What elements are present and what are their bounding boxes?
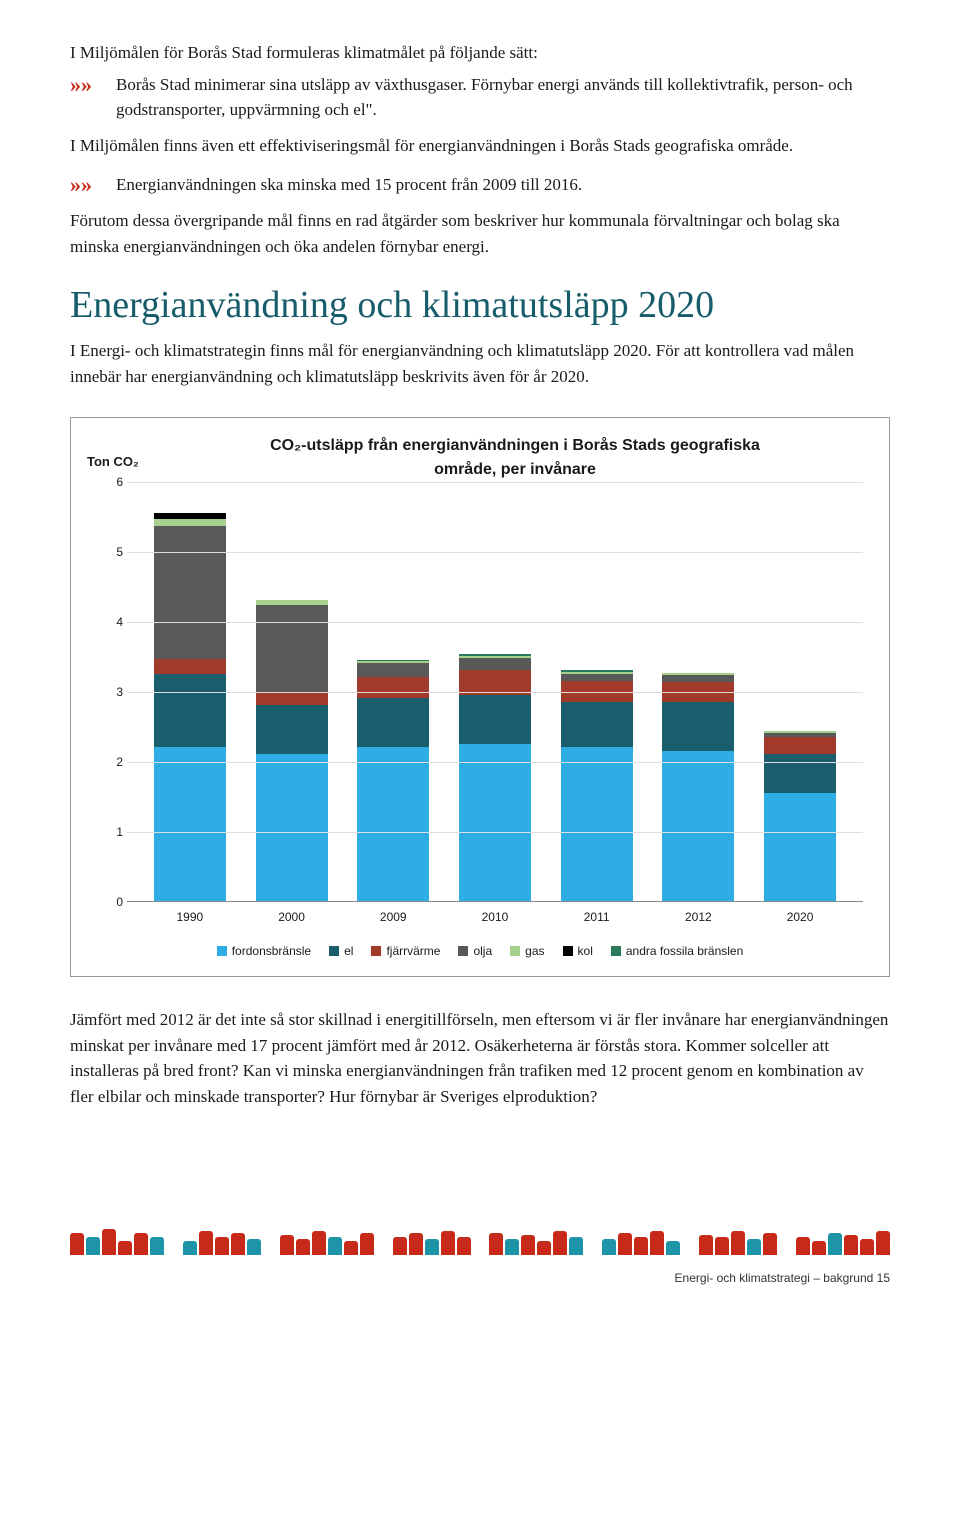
legend-item: gas [510,942,544,960]
bullet-item-1: »» Borås Stad minimerar sina utsläpp av … [70,72,890,123]
bullet-text-2: Energianvändningen ska minska med 15 pro… [116,172,890,198]
chart-x-tick: 2020 [764,908,836,926]
chart-bar [764,731,836,901]
chart-y-tick: 0 [99,893,123,911]
legend-item: kol [563,942,593,960]
chart-y-tick: 5 [99,543,123,561]
chart-x-tick: 2012 [662,908,734,926]
chart-x-axis-labels: 1990 2000 2009 2010 2011 2012 2020 [127,902,863,926]
co2-chart: Ton CO₂ CO₂-utsläpp från energianvändnin… [70,417,890,977]
legend-item: olja [458,942,492,960]
chart-plot-area: 0123456 [127,482,863,902]
chart-x-tick: 2000 [256,908,328,926]
chart-x-tick: 1990 [154,908,226,926]
bullet-marker-icon: »» [70,72,116,123]
chart-x-tick: 2011 [561,908,633,926]
chart-legend: fordonsbränsle el fjärrvärme oljagas kolandr… [87,942,873,960]
bullet-marker-icon: »» [70,172,116,198]
chart-bar [256,600,328,901]
page-footer: Energi- och klimatstrategi – bakgrund 15 [70,1263,890,1287]
chart-x-tick: 2010 [459,908,531,926]
chart-bar [662,673,734,901]
chart-y-tick: 1 [99,823,123,841]
section-heading: Energianvändning och klimatutsläpp 2020 [70,277,890,334]
legend-item: fordonsbränsle [217,942,311,960]
bullet-item-2: »» Energianvändningen ska minska med 15 … [70,172,890,198]
bullet-text-1: Borås Stad minimerar sina utsläpp av väx… [116,72,890,123]
chart-bar [357,660,429,901]
paragraph-1: I Miljömålen finns även ett effektiviser… [70,133,890,159]
decorative-houses-icon [70,1229,890,1255]
chart-y-tick: 3 [99,683,123,701]
intro-text: I Miljömålen för Borås Stad formuleras k… [70,40,890,66]
chart-y-axis-label: Ton CO₂ [87,434,157,472]
chart-y-tick: 2 [99,753,123,771]
chart-bar [459,654,531,901]
closing-paragraph: Jämfört med 2012 är det inte så stor ski… [70,1007,890,1109]
legend-item: andra fossila bränslen [611,942,743,960]
chart-bar [154,513,226,901]
chart-bar [561,670,633,901]
chart-y-tick: 6 [99,473,123,491]
legend-item: el [329,942,353,960]
chart-x-tick: 2009 [357,908,429,926]
chart-title: CO₂-utsläpp från energianvändningen i Bo… [157,434,873,482]
legend-item: fjärrvärme [371,942,440,960]
paragraph-2: Förutom dessa övergripande mål finns en … [70,208,890,259]
chart-y-tick: 4 [99,613,123,631]
paragraph-3: I Energi- och klimatstrategin finns mål … [70,338,890,389]
